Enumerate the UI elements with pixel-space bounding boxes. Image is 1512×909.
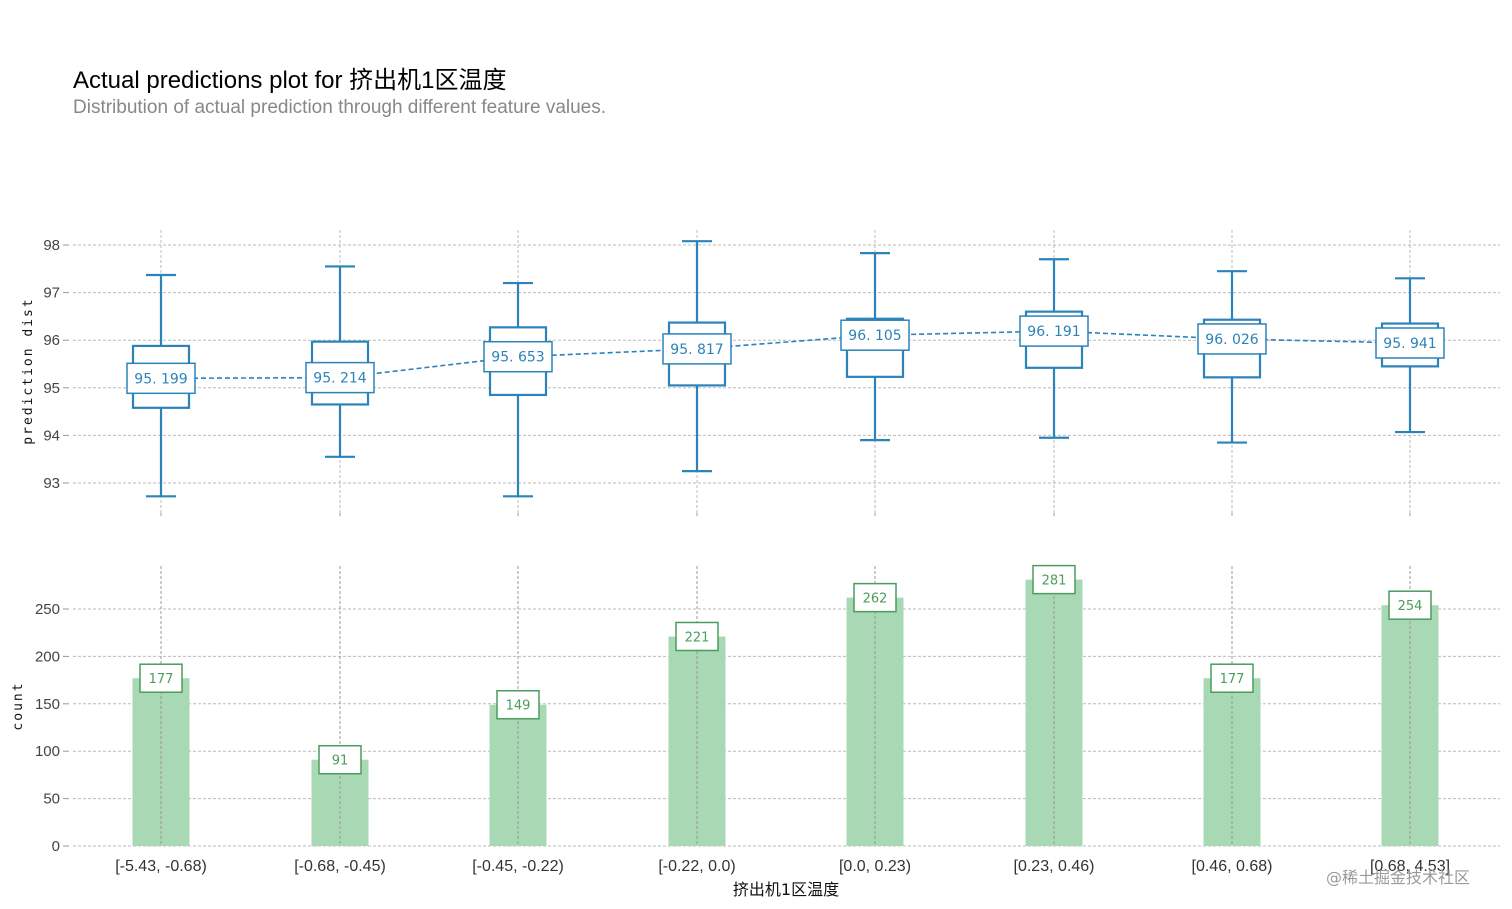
median-label: 96. 026 [1205,332,1259,348]
median-label: 96. 105 [848,328,901,344]
bar-y-tick-label: 250 [35,601,60,618]
bar-value-label: 149 [506,699,531,714]
bar-label-box [853,582,897,613]
median-label: 96. 191 [1027,324,1080,340]
box-y-tick-label: 94 [43,427,60,444]
median-label-box [1375,327,1445,359]
x-axis-label: 挤出机1区温度 [733,880,839,899]
x-tick-label: [0.23, 0.46) [1014,858,1095,875]
box-plot-item: 96. 026 [1197,270,1267,444]
box-y-axis-label: prediction dist [21,297,36,444]
prediction-dist-panel: 93 94 95 96 97 98 prediction dist 95. 199 95. 21… [21,230,1500,516]
count-panel: 0 50 100 150 200 250 count 177 91 149 221 262 281 177… [11,564,1500,899]
box-y-tick-label: 98 [43,237,60,254]
box-plot-item: 95. 817 [662,240,732,473]
box-y-tick-label: 95 [43,380,60,397]
box-plot-item: 95. 941 [1375,277,1445,434]
bar-value-label: 281 [1042,574,1067,589]
x-tick-label: [0.0, 0.23) [839,858,911,875]
box-plot-item: 95. 199 [126,273,196,498]
median-label-box [840,319,910,351]
count-bar [1381,605,1439,846]
bar-y-axis-label: count [11,681,26,730]
bar-label-box [1032,564,1076,595]
median-label-box [1019,315,1089,347]
median-label-box [126,362,196,395]
box-y-tick-label: 96 [43,332,60,349]
median-label: 95. 199 [134,371,187,387]
chart-subtitle: Distribution of actual prediction throug… [73,97,607,118]
median-label-box [1197,323,1267,355]
box-y-tick-label: 97 [43,285,60,302]
bar-value-label: 262 [863,592,888,607]
bar-label-box [496,689,540,720]
bar-label-box [318,744,362,775]
x-tick-label: [0.68, 4.53] [1370,858,1450,875]
median-label-box [483,340,553,373]
bar-y-tick-label: 200 [35,648,60,665]
bar-value-label-group: 91 [318,744,362,775]
box-plot-item: 96. 191 [1019,258,1089,439]
bar-value-label: 91 [332,754,349,769]
bar-value-label-group: 254 [1388,590,1432,620]
bar-y-tick-label: 0 [52,838,60,855]
median-label: 95. 214 [313,371,367,387]
bar-value-label: 254 [1398,599,1423,614]
bar-value-label-group: 177 [1210,663,1254,693]
bar-y-tick-label: 100 [35,743,60,760]
bar-value-label-group: 221 [675,621,719,652]
x-tick-label: [0.46, 0.68) [1192,858,1273,875]
bar-value-label-group: 177 [139,663,183,693]
bar-value-label: 177 [1220,672,1245,687]
median-label: 95. 653 [491,350,544,366]
x-tick-label: [-0.22, 0.0) [658,858,735,875]
median-label: 95. 817 [670,342,723,358]
box-y-tick-label: 93 [43,475,60,492]
bar-label-box [675,621,719,652]
watermark: @稀土掘金技术社区 [1326,868,1471,887]
x-tick-label: [-0.45, -0.22) [472,858,564,875]
box-plot-item: 95. 653 [483,281,553,498]
bar-value-label-group: 281 [1032,564,1076,595]
median-label-box [662,333,732,365]
bar-value-label-group: 149 [496,689,540,720]
bar-value-label: 221 [685,630,710,645]
bar-label-box [1210,663,1254,693]
box-plot-item: 96. 105 [840,251,910,442]
box-plot-item: 95. 214 [305,265,375,458]
chart-title: Actual predictions plot for 挤出机1区温度 [73,67,507,94]
bar-value-label-group: 262 [853,582,897,613]
bar-label-box [139,663,183,693]
x-tick-label: [-0.68, -0.45) [294,858,386,875]
bar-value-label: 177 [149,672,174,687]
median-label: 95. 941 [1383,336,1436,352]
bar-y-tick-label: 50 [43,791,60,808]
bar-y-tick-label: 150 [35,696,60,713]
count-bar [489,704,547,846]
x-tick-label: [-5.43, -0.68) [115,858,207,875]
bar-label-box [1388,590,1432,620]
median-label-box [305,361,375,394]
